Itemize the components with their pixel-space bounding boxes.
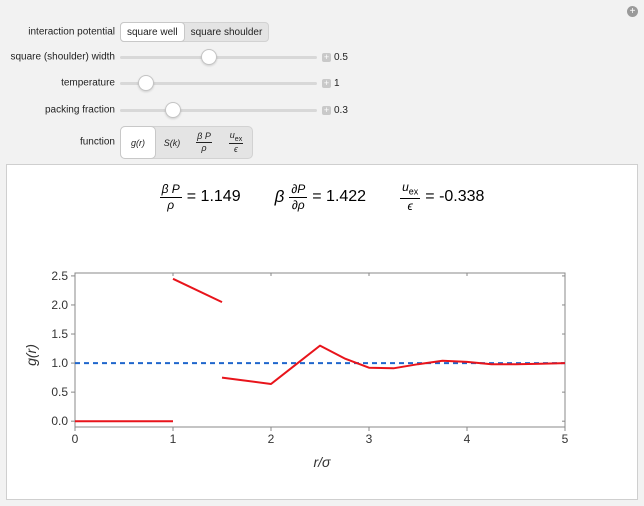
temperature-slider[interactable] (120, 73, 317, 93)
gr-curve-segment (221, 344, 566, 385)
compressibility-equation: β ∂P ∂ρ = 1.422 (275, 183, 366, 211)
fraction-denominator: ϵ (234, 144, 238, 155)
slider-track (120, 82, 317, 85)
temperature-plus-icon[interactable]: + (322, 78, 331, 88)
interaction-potential-toggle[interactable]: square well square shoulder (120, 22, 270, 42)
packing-fraction-label: packing fraction (44, 104, 115, 116)
compressibility-value: = 1.422 (312, 188, 367, 205)
rdf-chart: 0 1 2 3 4 5 0.0 0.5 1.0 1.5 2.0 2.5 r/σ g(r) (23, 269, 569, 470)
function-label: function (79, 136, 115, 148)
y-tick-label: 2.0 (51, 298, 68, 312)
y-tick-label: 0.0 (51, 414, 68, 428)
function-s-label: S(k) (163, 137, 181, 148)
x-tick-label: 0 (72, 432, 79, 446)
y-tick-label: 1.0 (51, 356, 68, 370)
function-pressure-button[interactable]: β P ρ (188, 127, 220, 158)
pressure-value: = 1.149 (186, 188, 241, 205)
expand-icon[interactable]: + (627, 6, 638, 17)
slider-thumb[interactable] (200, 49, 217, 65)
x-axis-label: r/σ (314, 454, 332, 470)
gr-curve-segment (172, 277, 223, 304)
beta-symbol: β (274, 187, 285, 206)
temperature-label: temperature (61, 77, 115, 89)
width-slider[interactable] (120, 47, 317, 67)
x-tick-label: 3 (366, 432, 373, 446)
y-axis-label: g(r) (23, 344, 39, 366)
option-square-shoulder[interactable]: square shoulder (190, 26, 263, 38)
function-energy-button[interactable]: uex ϵ (220, 127, 252, 158)
width-plus-icon[interactable]: + (322, 52, 331, 62)
x-tick-label: 1 (170, 432, 177, 446)
function-pressure-fraction: β P ρ (196, 132, 212, 153)
derivative-fraction: ∂P ∂ρ (289, 181, 308, 212)
slider-thumb[interactable] (165, 102, 182, 118)
option-square-well[interactable]: square well (120, 22, 185, 42)
temperature-value: 1 (334, 78, 340, 89)
energy-value: = -0.338 (425, 187, 485, 205)
output-panel: β P ρ = 1.149 β ∂P ∂ρ = 1.422 uex ϵ = -0… (6, 164, 638, 500)
function-selector[interactable]: g(r) S(k) β P ρ uex ϵ (120, 126, 253, 159)
interaction-potential-label: interaction potential (28, 26, 115, 38)
energy-equation: uex ϵ = -0.338 (400, 181, 484, 212)
packing-plus-icon[interactable]: + (322, 105, 331, 115)
x-tick-label: 5 (562, 432, 569, 446)
function-energy-fraction: uex ϵ (228, 129, 244, 155)
function-s-button[interactable]: S(k) (156, 127, 188, 158)
slider-thumb[interactable] (137, 75, 154, 91)
x-tick-label: 4 (464, 432, 471, 446)
function-g-button[interactable]: g(r) (120, 126, 156, 159)
equation-row: β P ρ = 1.149 β ∂P ∂ρ = 1.422 uex ϵ = -0… (7, 179, 637, 215)
fraction-numerator: uex (228, 129, 244, 145)
packing-fraction-slider[interactable] (120, 100, 317, 120)
packing-fraction-value: 0.3 (334, 105, 348, 116)
y-tick-label: 0.5 (51, 385, 68, 399)
y-tick-label: 2.5 (51, 269, 68, 283)
fraction-denominator: ρ (201, 143, 207, 153)
x-tick-label: 2 (268, 432, 275, 446)
plot-frame (74, 272, 566, 428)
energy-fraction: uex ϵ (400, 180, 421, 214)
y-tick-label: 1.5 (51, 327, 68, 341)
pressure-equation: β P ρ = 1.149 (159, 181, 241, 212)
function-g-label: g(r) (131, 137, 145, 148)
pressure-fraction: β P ρ (159, 181, 182, 212)
slider-track (120, 109, 317, 112)
width-value: 0.5 (334, 52, 348, 63)
width-label: square (shoulder) width (10, 51, 116, 63)
fraction-numerator: β P (196, 131, 212, 143)
slider-track (120, 56, 317, 59)
